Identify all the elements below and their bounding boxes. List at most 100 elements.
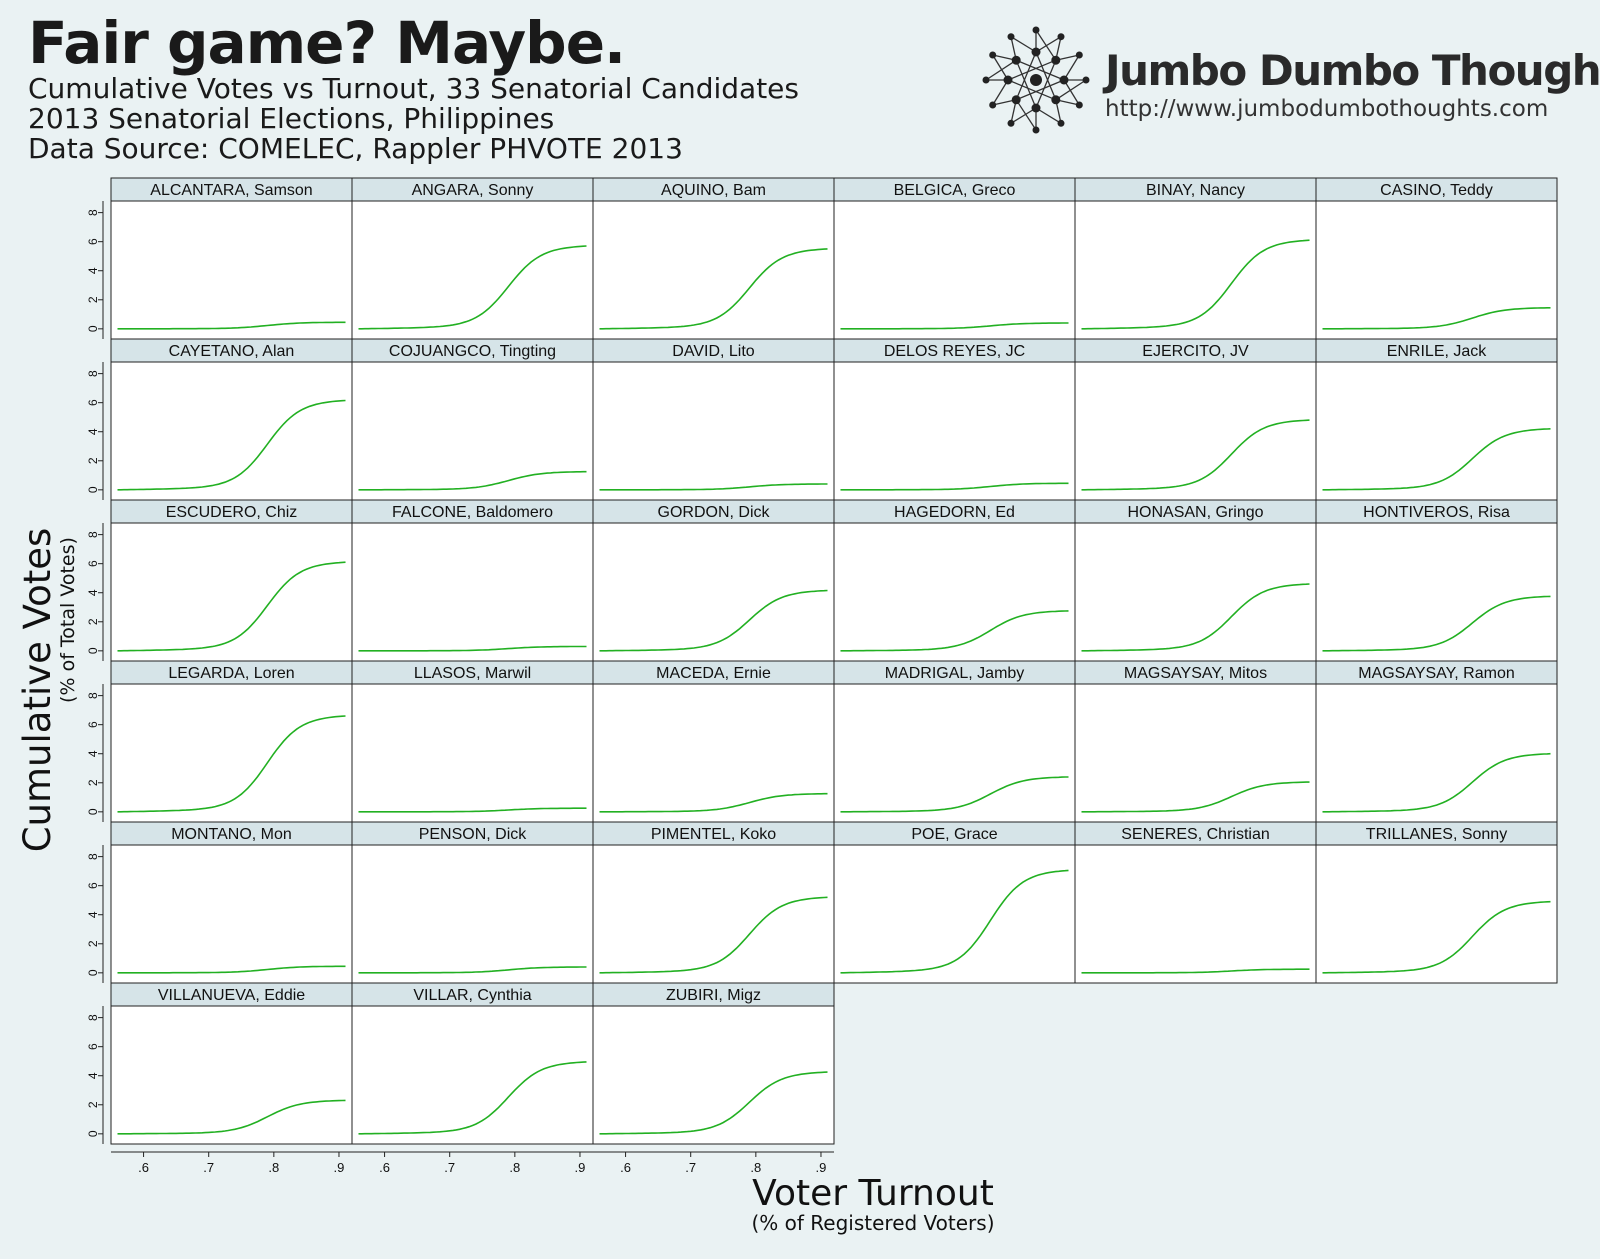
y-tick-label: 6: [86, 560, 100, 567]
x-tick-label: .7: [444, 1160, 455, 1175]
series-line: [1081, 583, 1310, 652]
panel-plot: [110, 683, 353, 823]
panel-plot: [1074, 844, 1317, 984]
series-line: [840, 869, 1069, 974]
panel-title: LEGARDA, Loren: [168, 665, 294, 682]
panel-title: CAYETANO, Alan: [169, 343, 295, 360]
subtitle-1: Cumulative Votes vs Turnout, 33 Senatori…: [28, 72, 799, 105]
x-tick-label: .9: [334, 1160, 345, 1175]
series-line: [1322, 428, 1551, 491]
panel-title: MAGSAYSAY, Mitos: [1124, 665, 1267, 682]
panel-plot: [1315, 844, 1558, 984]
y-tick-label: 0: [86, 325, 100, 332]
y-tick-label: 8: [86, 531, 100, 538]
series-line: [1322, 307, 1551, 330]
series-line: [599, 248, 828, 330]
x-tick-label: .6: [138, 1160, 149, 1175]
y-axis-subtitle: (% of Total Votes): [57, 537, 79, 703]
panel-title: MADRIGAL, Jamby: [885, 665, 1025, 682]
y-tick-label: 4: [86, 1072, 100, 1079]
x-tick-label: .8: [509, 1160, 520, 1175]
series-line: [1081, 419, 1310, 491]
series-line: [117, 561, 346, 652]
panel-title: CASINO, Teddy: [1380, 182, 1493, 199]
x-axis-subtitle: (% of Registered Voters): [751, 1211, 994, 1235]
x-tick-label: .6: [620, 1160, 631, 1175]
panel-title: PIMENTEL, Koko: [651, 826, 776, 843]
y-tick-label: 6: [86, 399, 100, 406]
y-tick-label: 2: [86, 940, 100, 947]
y-tick-label: 8: [86, 370, 100, 377]
y-tick-label: 6: [86, 882, 100, 889]
series-line: [599, 1071, 828, 1135]
panel-plot: [592, 522, 835, 662]
y-tick-label: 2: [86, 1101, 100, 1108]
series-line: [599, 792, 828, 813]
panel-plot: [1074, 522, 1317, 662]
series-line: [117, 1099, 346, 1135]
panel-title: HAGEDORN, Ed: [894, 504, 1015, 521]
panel-plot: [1315, 522, 1558, 662]
panel-title: AQUINO, Bam: [661, 182, 766, 199]
panel-plot: [110, 361, 353, 501]
series-line: [840, 482, 1069, 491]
y-tick-label: 2: [86, 618, 100, 625]
panel-title: ALCANTARA, Samson: [150, 182, 312, 199]
subtitle-3: Data Source: COMELEC, Rappler PHVOTE 201…: [28, 132, 683, 165]
panel-title: TRILLANES, Sonny: [1366, 826, 1507, 843]
panel-title: POE, Grace: [911, 826, 997, 843]
x-tick-label: .8: [750, 1160, 761, 1175]
x-tick-label: .9: [575, 1160, 586, 1175]
x-tick-label: .9: [816, 1160, 827, 1175]
network-logo-icon: [982, 26, 1090, 134]
series-line: [358, 807, 587, 813]
series-line: [358, 470, 587, 491]
y-tick-label: 0: [86, 647, 100, 654]
y-tick-label: 0: [86, 808, 100, 815]
panel-title: GORDON, Dick: [658, 504, 771, 521]
panel-plot: [592, 361, 835, 501]
panel-plot: [110, 844, 353, 984]
series-line: [599, 589, 828, 652]
page-title: Fair game? Maybe.: [28, 9, 626, 77]
y-tick-label: 8: [86, 209, 100, 216]
y-tick-label: 8: [86, 692, 100, 699]
y-tick-label: 2: [86, 779, 100, 786]
x-tick-label: .7: [685, 1160, 696, 1175]
panel-title: VILLAR, Cynthia: [413, 987, 531, 1004]
panel-title: HONTIVEROS, Risa: [1363, 504, 1510, 521]
panel-plot: [833, 361, 1076, 501]
panel-plot: [833, 200, 1076, 340]
series-line: [1081, 781, 1310, 813]
panel-title: FALCONE, Baldomero: [392, 504, 553, 521]
panel-plot: [592, 844, 835, 984]
panel-plot: [351, 361, 594, 501]
panel-plot: [110, 1005, 353, 1145]
panel-title: BINAY, Nancy: [1146, 182, 1245, 199]
header: Fair game? Maybe. Cumulative Votes vs Tu…: [28, 12, 799, 164]
series-line: [117, 321, 346, 330]
brand-url[interactable]: http://www.jumbodumbothoughts.com: [1105, 96, 1549, 122]
panel-plot: [1074, 361, 1317, 501]
series-line: [840, 322, 1069, 330]
y-tick-label: 0: [86, 969, 100, 976]
panel-title: HONASAN, Gringo: [1127, 504, 1263, 521]
subtitle-2: 2013 Senatorial Elections, Philippines: [28, 102, 555, 135]
panel-title: MAGSAYSAY, Ramon: [1358, 665, 1515, 682]
panel-plot: [1074, 200, 1317, 340]
panel-plot: [110, 522, 353, 662]
series-line: [358, 966, 587, 974]
series-line: [599, 483, 828, 491]
panel-plot: [833, 844, 1076, 984]
panel-title: ANGARA, Sonny: [412, 182, 534, 199]
panel-plot: [110, 200, 353, 340]
panel-title: COJUANGCO, Tingting: [389, 343, 556, 360]
panel-plot: [1074, 683, 1317, 823]
panel-title: LLASOS, Marwil: [414, 665, 531, 682]
series-line: [1322, 752, 1551, 813]
series-line: [1322, 900, 1551, 974]
y-tick-label: 4: [86, 589, 100, 596]
y-tick-label: 6: [86, 238, 100, 245]
series-line: [1081, 968, 1310, 974]
series-line: [840, 776, 1069, 813]
